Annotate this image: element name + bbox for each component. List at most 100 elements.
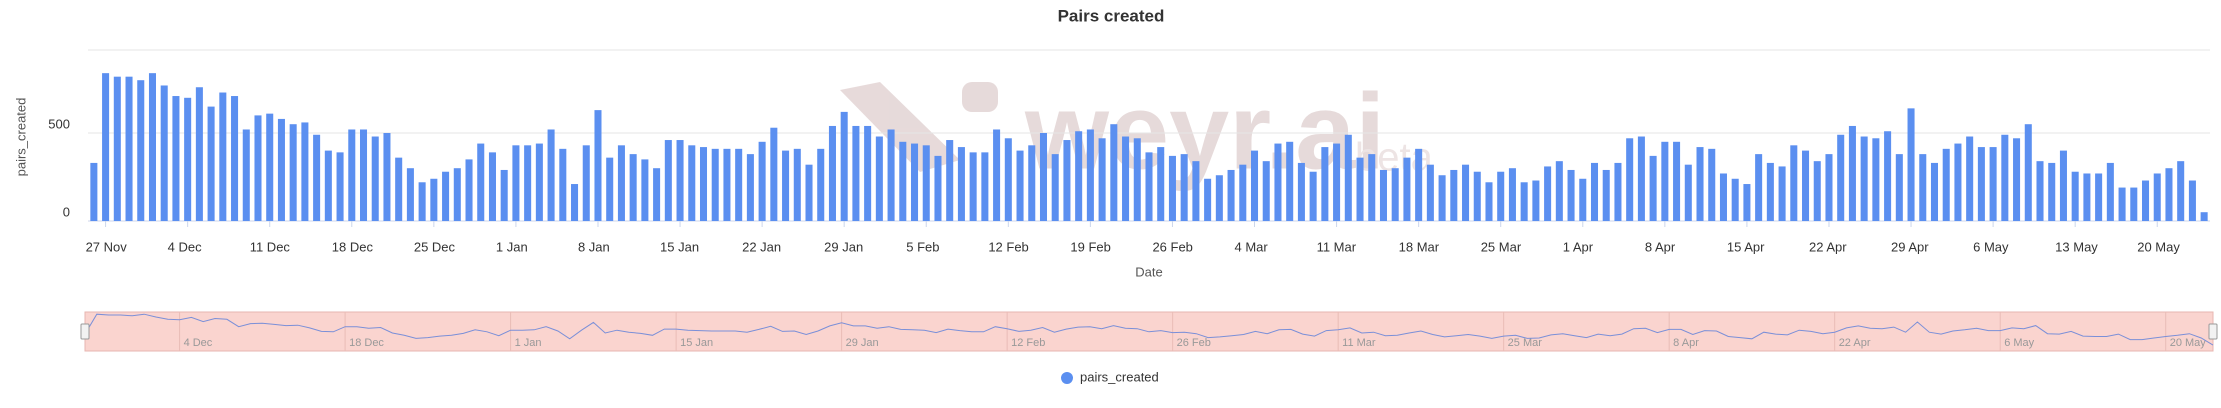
bar (1942, 148, 1950, 221)
bar (1848, 125, 1856, 221)
navigator-label: 12 Feb (1011, 337, 1045, 349)
bar (1168, 155, 1176, 221)
bar (676, 140, 684, 221)
bar (1860, 136, 1868, 221)
bar (911, 143, 919, 221)
bar (1473, 171, 1481, 221)
bar (477, 143, 485, 221)
bar (277, 118, 285, 221)
x-tick-label: 8 Apr (1645, 239, 1676, 254)
bar (184, 97, 192, 221)
bar (406, 168, 414, 221)
bar (219, 92, 227, 222)
bar (2142, 180, 2150, 221)
bar (899, 141, 907, 221)
bar (500, 169, 508, 221)
bar (1708, 148, 1716, 221)
navigator-handle (80, 323, 90, 340)
bar (1098, 138, 1106, 221)
bar (2013, 138, 2021, 221)
watermark-logo-dot (962, 82, 998, 112)
bar (1684, 164, 1692, 221)
bar (2177, 161, 2185, 221)
bar (465, 159, 473, 221)
bar (993, 129, 1001, 221)
bar (125, 76, 133, 222)
bar (699, 147, 708, 221)
bar (1895, 154, 1903, 221)
bar (653, 168, 661, 221)
bar (1028, 145, 1036, 221)
bar (828, 125, 836, 221)
bar (1743, 184, 1751, 221)
navigator-label: 26 Feb (1177, 337, 1211, 349)
bar (2130, 187, 2138, 221)
navigator-label: 20 May (2170, 337, 2207, 349)
bar (371, 136, 379, 221)
navigator-line (84, 313, 2214, 346)
bar (1602, 169, 1610, 221)
x-tick-label: 5 Feb (906, 239, 939, 254)
x-tick-label: 15 Apr (1727, 239, 1765, 254)
bar (1391, 168, 1399, 221)
bar (735, 148, 743, 221)
x-tick-label: 4 Dec (168, 239, 202, 254)
bar (758, 141, 766, 221)
bar (313, 134, 321, 221)
bar (629, 154, 637, 221)
x-tick-label: 25 Mar (1481, 239, 1522, 254)
bar (113, 76, 121, 222)
bar (1837, 134, 1845, 221)
bar (1485, 182, 1493, 221)
x-tick-label: 26 Feb (1152, 239, 1192, 254)
bar (559, 148, 567, 221)
bar (1309, 171, 1317, 221)
bar (746, 154, 754, 221)
bar (1579, 178, 1587, 221)
bar (582, 145, 590, 221)
bar (711, 148, 719, 221)
bar (2001, 134, 2009, 221)
bar (864, 125, 872, 221)
y-axis-label: pairs_created (13, 98, 28, 177)
bar (782, 150, 790, 221)
navigator-label: 8 Apr (1673, 337, 1699, 349)
bar (1731, 178, 1739, 221)
bar (488, 152, 496, 221)
bar (617, 145, 625, 221)
bar (1192, 161, 1200, 221)
x-tick-label: 22 Jan (742, 239, 781, 254)
bar (1204, 178, 1212, 221)
bar (289, 124, 297, 221)
bar (1544, 166, 1552, 221)
bar (1333, 143, 1341, 221)
bar (1637, 136, 1645, 221)
bar (348, 129, 356, 221)
bar (1180, 154, 1188, 221)
bar (383, 133, 391, 221)
bar (1086, 129, 1094, 221)
x-tick-label: 12 Feb (988, 239, 1028, 254)
bar (1930, 162, 1939, 221)
bar (2153, 173, 2161, 221)
legend-label: pairs_created (1080, 369, 1159, 384)
x-tick-label: 1 Jan (496, 239, 528, 254)
x-tick-label: 29 Jan (824, 239, 863, 254)
bar (430, 178, 438, 221)
bar (1790, 145, 1798, 221)
bar (1508, 168, 1516, 221)
bar (1227, 169, 1235, 221)
y-tick-label: 0 (63, 204, 70, 219)
bar (1415, 148, 1423, 221)
bar (1286, 141, 1294, 221)
bar (571, 184, 579, 221)
bar (957, 147, 965, 221)
bar (2083, 173, 2091, 221)
bar (418, 182, 426, 221)
x-tick-label: 20 May (2137, 239, 2180, 254)
bar (793, 148, 801, 221)
bar (2036, 161, 2044, 221)
bar (324, 150, 332, 221)
bar (207, 106, 215, 221)
